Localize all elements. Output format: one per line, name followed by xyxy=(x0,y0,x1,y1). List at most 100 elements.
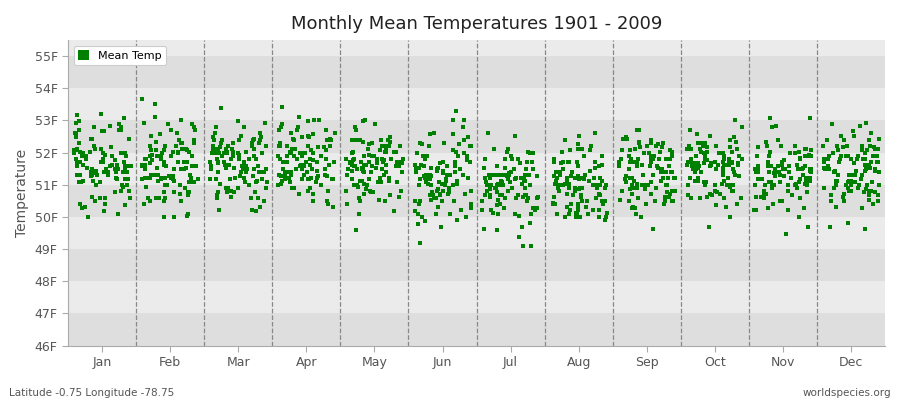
Point xyxy=(486,172,500,178)
Point xyxy=(348,227,363,233)
Point xyxy=(287,184,302,191)
Point xyxy=(667,175,681,182)
Point xyxy=(631,156,645,162)
Point xyxy=(857,188,871,195)
Point xyxy=(772,168,787,175)
Point xyxy=(179,165,194,172)
Point xyxy=(483,182,498,188)
Point xyxy=(219,146,233,153)
Point xyxy=(868,146,882,152)
Point xyxy=(318,172,332,178)
Point xyxy=(731,162,745,168)
Point xyxy=(410,150,425,156)
Point xyxy=(512,233,526,240)
Point xyxy=(530,172,544,179)
Point xyxy=(747,207,761,214)
Point xyxy=(143,143,157,150)
Point xyxy=(184,175,198,181)
Point xyxy=(496,171,510,178)
Point xyxy=(256,168,271,175)
Point xyxy=(699,194,714,200)
Point xyxy=(861,191,876,198)
Point xyxy=(223,194,238,200)
Point xyxy=(821,162,835,169)
Point xyxy=(758,182,772,188)
Point xyxy=(122,194,137,201)
Point xyxy=(320,136,334,143)
Point xyxy=(110,166,124,172)
Point xyxy=(387,149,401,156)
Point xyxy=(577,176,591,182)
Point xyxy=(569,210,583,216)
Point xyxy=(166,172,180,179)
Point xyxy=(681,143,696,149)
Point xyxy=(326,204,340,210)
Point xyxy=(564,172,579,179)
Point xyxy=(276,159,291,166)
Point xyxy=(494,192,508,198)
Point xyxy=(356,168,371,174)
Point xyxy=(220,188,234,195)
Point xyxy=(253,204,267,210)
Point xyxy=(390,149,404,155)
Point xyxy=(113,124,128,130)
Point xyxy=(858,156,872,162)
Point xyxy=(87,198,102,204)
Point xyxy=(571,172,585,179)
Point xyxy=(318,165,332,172)
Point xyxy=(151,178,166,184)
Point xyxy=(357,169,372,175)
Point xyxy=(494,172,508,178)
Point xyxy=(389,162,403,169)
Point xyxy=(781,207,796,214)
Point xyxy=(654,178,669,184)
Point xyxy=(408,198,422,204)
Point xyxy=(658,198,672,204)
Point xyxy=(361,146,375,152)
Point xyxy=(181,211,195,217)
Point xyxy=(321,162,336,168)
Point xyxy=(804,152,818,159)
Point xyxy=(547,194,562,200)
Point xyxy=(792,179,806,185)
Point xyxy=(553,182,567,188)
Point xyxy=(824,192,839,198)
Point xyxy=(395,169,410,175)
Point xyxy=(833,152,848,159)
Point xyxy=(211,159,225,165)
Point xyxy=(688,160,702,166)
Point xyxy=(726,166,741,172)
Point xyxy=(721,175,735,181)
Point xyxy=(154,156,168,162)
Point xyxy=(680,182,695,188)
Point xyxy=(626,175,640,181)
Point xyxy=(803,115,817,121)
Point xyxy=(436,159,451,166)
Point xyxy=(823,224,837,230)
Point xyxy=(364,152,379,159)
Point xyxy=(556,166,571,172)
Point xyxy=(258,166,273,172)
Point xyxy=(434,224,448,230)
Point xyxy=(180,213,194,220)
Point xyxy=(871,182,886,188)
Point xyxy=(560,178,574,184)
Point xyxy=(67,150,81,156)
Point xyxy=(628,146,643,152)
Point xyxy=(490,227,504,234)
Point xyxy=(615,188,629,194)
Point xyxy=(108,156,122,163)
Point xyxy=(166,149,180,156)
Point xyxy=(662,146,677,153)
Point xyxy=(726,188,741,195)
Point xyxy=(111,166,125,172)
Point xyxy=(762,163,777,169)
Point xyxy=(721,162,735,168)
Point xyxy=(829,204,843,211)
Point xyxy=(484,172,499,178)
Point xyxy=(121,175,135,182)
Point xyxy=(751,143,765,150)
Point xyxy=(483,175,498,182)
Point xyxy=(272,143,286,149)
Point xyxy=(556,182,571,188)
